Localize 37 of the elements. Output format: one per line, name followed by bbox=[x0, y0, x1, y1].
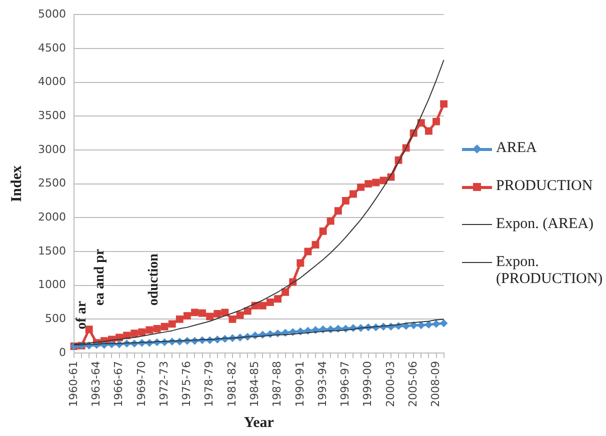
legend-label: AREA bbox=[496, 140, 537, 157]
x-tick-label: 1999-00 bbox=[361, 361, 374, 408]
x-tick-label: 1981-82 bbox=[225, 361, 238, 408]
x-tick-label: 1963-64 bbox=[89, 361, 102, 408]
x-tick-label: 1984-85 bbox=[248, 361, 261, 408]
y-tick-label: 500 bbox=[44, 312, 66, 326]
y-tick-label: 2000 bbox=[38, 210, 66, 224]
x-tick-label: 1969-70 bbox=[134, 361, 148, 408]
x-tick-label: 2005-06 bbox=[406, 361, 420, 408]
annotation: oduction bbox=[146, 253, 162, 306]
y-tick-label: 2500 bbox=[38, 176, 66, 190]
x-tick-label: 1993-94 bbox=[316, 361, 329, 408]
y-tick-label: 5000 bbox=[38, 7, 66, 20]
y-tick-label: 1000 bbox=[38, 278, 66, 292]
legend-label: Expon. (AREA) bbox=[496, 216, 594, 233]
x-tick-label: 2000-03 bbox=[384, 361, 397, 408]
legend-label: PRODUCTION bbox=[496, 178, 593, 195]
x-tick-label: 1990-91 bbox=[293, 361, 306, 408]
y-tick-label: 3500 bbox=[38, 108, 66, 122]
y-tick-label: 4500 bbox=[38, 41, 66, 54]
x-tick-label: 1978-79 bbox=[202, 361, 216, 408]
x-tick-label: 1972-73 bbox=[157, 361, 170, 408]
x-axis-title: Year bbox=[244, 414, 274, 431]
x-tick-label: 1960-61 bbox=[66, 361, 80, 408]
legend-label: Expon. (PRODUCTION) bbox=[496, 254, 603, 288]
x-tick-label: 1996-97 bbox=[338, 361, 352, 408]
annotation: of ar bbox=[74, 300, 90, 330]
y-tick-label: 1500 bbox=[38, 244, 66, 258]
x-tick-label: 1987-88 bbox=[270, 361, 284, 408]
x-tick-label: 1966-67 bbox=[112, 361, 126, 408]
y-axis-title: Index bbox=[8, 164, 25, 202]
x-tick-label: 1975-76 bbox=[180, 361, 194, 408]
annotation: ea and pr bbox=[92, 248, 108, 306]
y-tick-label: 3000 bbox=[38, 142, 66, 156]
y-tick-label: 0 bbox=[58, 346, 66, 359]
x-tick-label: 2008-09 bbox=[429, 361, 442, 408]
y-tick-label: 4000 bbox=[38, 75, 66, 88]
